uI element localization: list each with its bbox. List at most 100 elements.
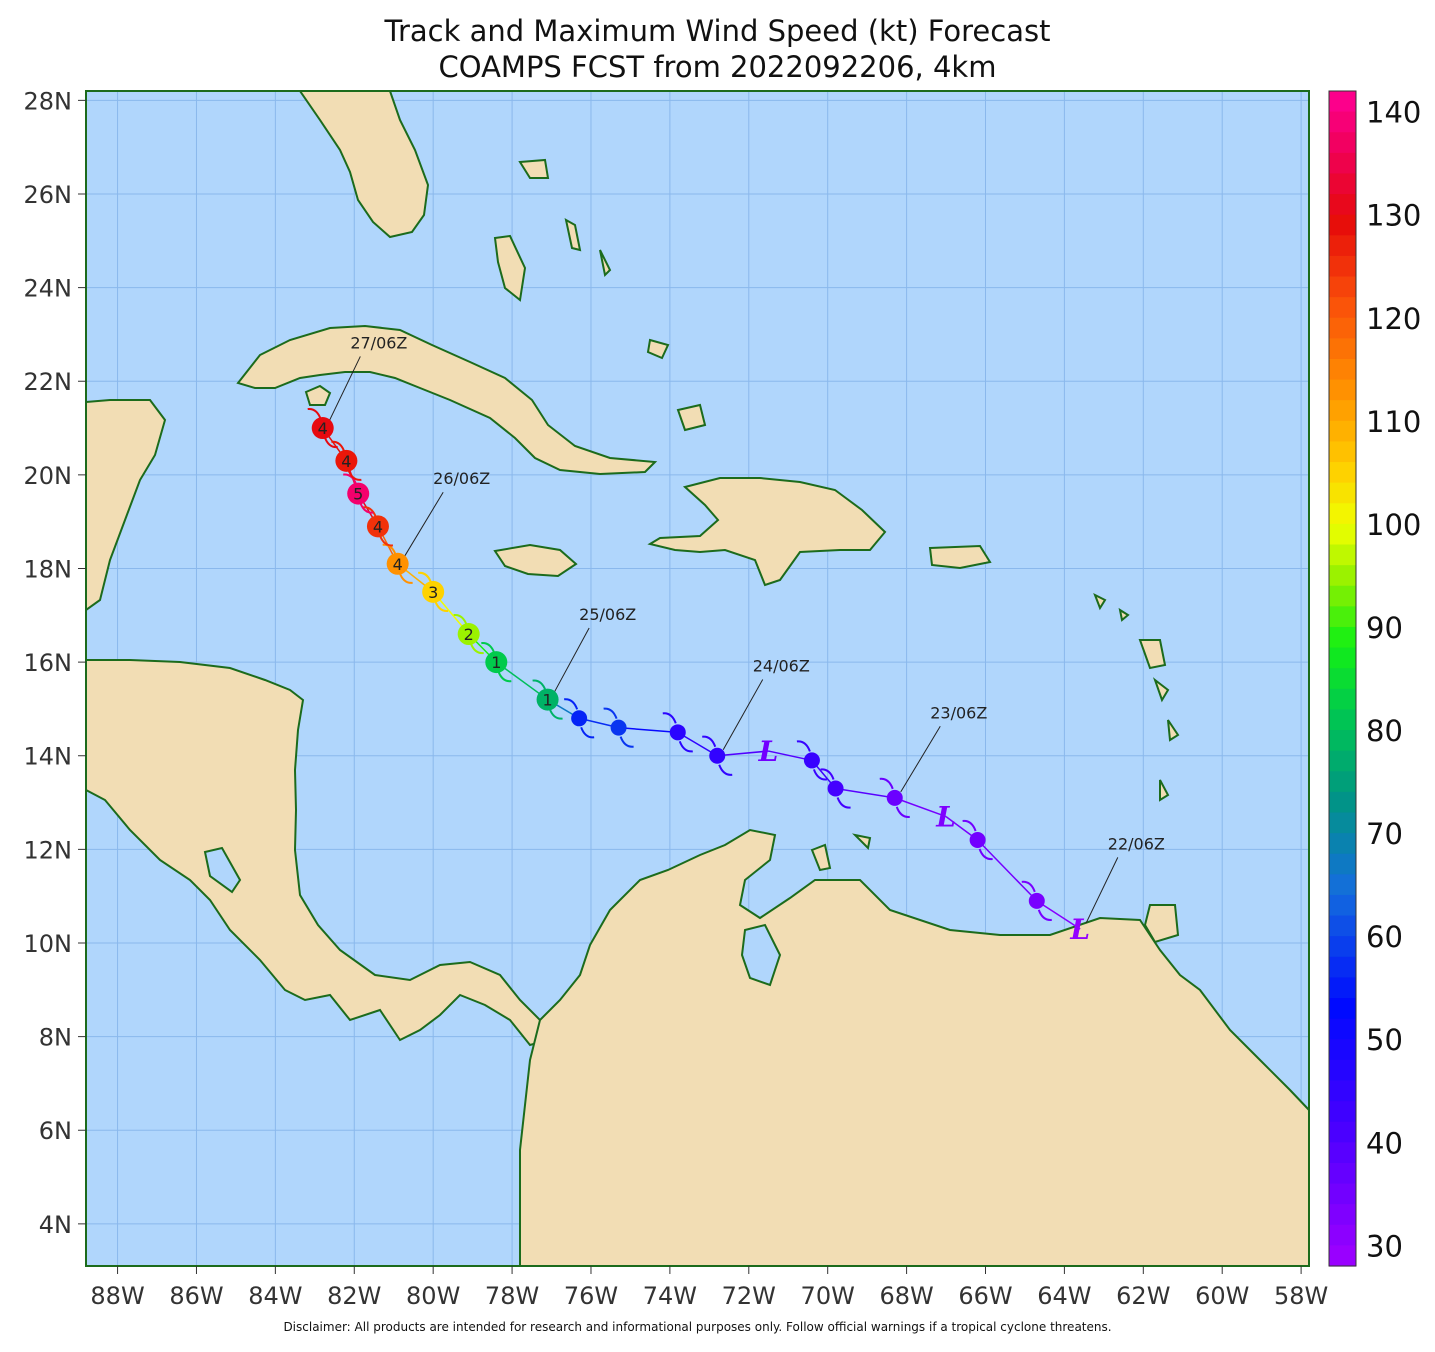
colorbar-segment: [1329, 91, 1356, 113]
wind-speed-colorbar: 140 130 120 110 100 90 80 70 60 50 40 30: [1328, 90, 1421, 1267]
category-label: 5: [353, 485, 363, 504]
cyclone-tail-bottom: [497, 670, 512, 683]
time-label-leader: [900, 726, 941, 793]
track-point: [386, 552, 409, 575]
lon-tick-label: 84W: [248, 1282, 302, 1310]
colorbar-segment: [1329, 977, 1356, 999]
cyclone-tail-bottom: [895, 806, 910, 818]
colorbar-segment: [1329, 482, 1356, 504]
cyclone-tail-top: [1021, 880, 1036, 893]
colorbar-label: 40: [1366, 1126, 1403, 1160]
colorbar-segment: [1329, 1204, 1356, 1226]
colorbar-segment: [1329, 1018, 1356, 1040]
colorbar-segment: [1329, 1101, 1356, 1123]
lon-tick-label: 78W: [485, 1282, 539, 1310]
cyclone-tail-bottom: [469, 642, 484, 655]
track-segment: [717, 750, 769, 757]
cyclone-tail-top: [820, 768, 835, 780]
cyclone-tail-top: [962, 819, 977, 832]
cyclone-tail-bottom: [323, 436, 338, 449]
time-label: 25/06Z: [579, 605, 636, 624]
colorbar-segment: [1329, 1121, 1356, 1143]
lat-tick-label: 26N: [24, 181, 73, 209]
disclaimer: Disclaimer: All products are intended fo…: [283, 1320, 1112, 1334]
lat-tick-label: 28N: [24, 87, 73, 115]
colorbar-label: 80: [1366, 714, 1403, 748]
cyclone-tail-bottom: [347, 469, 362, 481]
colorbar-label: 110: [1366, 405, 1421, 439]
cyclone-tail-top: [418, 571, 433, 584]
lon-tick-label: 72W: [722, 1282, 776, 1310]
colorbar-label: 70: [1366, 817, 1403, 851]
colorbar-label: 90: [1366, 611, 1403, 645]
cyclone-tail-bottom: [812, 769, 828, 781]
land-florida: [298, 91, 430, 239]
track-point: [610, 719, 627, 736]
cyclone-tail-top: [702, 735, 717, 748]
colorbar-segment: [1329, 709, 1356, 731]
colorbar-segment: [1329, 565, 1356, 587]
colorbar-segment: [1329, 1039, 1356, 1061]
chart-subtitle: COAMPS FCST from 2022092206, 4km: [438, 50, 997, 84]
lat-tick-label: 8N: [39, 1024, 72, 1052]
colorbar-segment: [1329, 894, 1356, 917]
category-label: 1: [542, 691, 552, 710]
time-label-leader: [328, 356, 361, 423]
colorbar-segment: [1329, 812, 1356, 834]
cyclone-tail-top: [796, 740, 811, 752]
track-point: [886, 789, 903, 806]
time-label: 26/06Z: [433, 469, 490, 488]
lon-tick-label: 66W: [958, 1282, 1012, 1310]
lat-tick-label: 18N: [24, 555, 73, 583]
colorbar-segment: [1329, 833, 1356, 855]
lake-maracaibo: [740, 923, 782, 987]
cyclone-tail-top: [307, 407, 322, 420]
colorbar-segment: [1329, 462, 1356, 484]
low-symbol: L: [758, 735, 779, 768]
cyclone-tail-bottom: [580, 726, 595, 739]
track-point: [536, 688, 559, 711]
colorbar-segment: [1329, 730, 1356, 752]
cyclone-tail-bottom: [398, 572, 413, 584]
time-label-leader: [722, 679, 764, 750]
land-trinidad: [1143, 904, 1180, 944]
cyclone-tail-bottom: [678, 740, 693, 753]
colorbar-segment: [1329, 668, 1356, 690]
category-label: 1: [491, 653, 501, 672]
land-hispaniola: [647, 477, 887, 587]
colorbar-segment: [1329, 1224, 1356, 1246]
track-segment: [894, 797, 947, 818]
colorbar-segment: [1329, 1183, 1356, 1205]
lon-tick-label: 80W: [406, 1282, 460, 1310]
colorbar-segment: [1329, 853, 1356, 875]
colorbar-segment: [1329, 750, 1356, 772]
chart-title: Track and Maximum Wind Speed (kt) Foreca…: [384, 14, 1051, 48]
lat-tick-label: 4N: [39, 1211, 72, 1239]
lon-tick-label: 64W: [1037, 1282, 1091, 1310]
colorbar-segment: [1329, 235, 1356, 257]
colorbar-segment: [1329, 915, 1356, 937]
colorbar-segment: [1329, 503, 1356, 525]
category-label: 4: [341, 452, 351, 471]
track-point: [709, 747, 726, 764]
cyclone-tail-top: [879, 777, 894, 790]
colorbar-segment: [1329, 441, 1356, 463]
lon-tick-label: 68W: [879, 1282, 933, 1310]
cyclone-tail-top: [331, 440, 346, 453]
colorbar-label: 100: [1366, 508, 1421, 542]
map-frame: [85, 90, 1310, 1267]
category-label: 4: [393, 555, 403, 574]
cyclone-tail-top: [564, 698, 579, 710]
time-label: 23/06Z: [930, 703, 987, 722]
colorbar-segment: [1329, 647, 1356, 669]
colorbar-segment: [1329, 358, 1356, 381]
colorbar-segment: [1329, 936, 1356, 958]
colorbar-segment: [1329, 956, 1356, 979]
colorbar-segment: [1329, 379, 1356, 401]
time-label: 24/06Z: [753, 656, 810, 675]
lon-tick-label: 60W: [1195, 1282, 1249, 1310]
land-abc-islands: [810, 833, 872, 872]
colorbar-label: 140: [1366, 96, 1421, 130]
